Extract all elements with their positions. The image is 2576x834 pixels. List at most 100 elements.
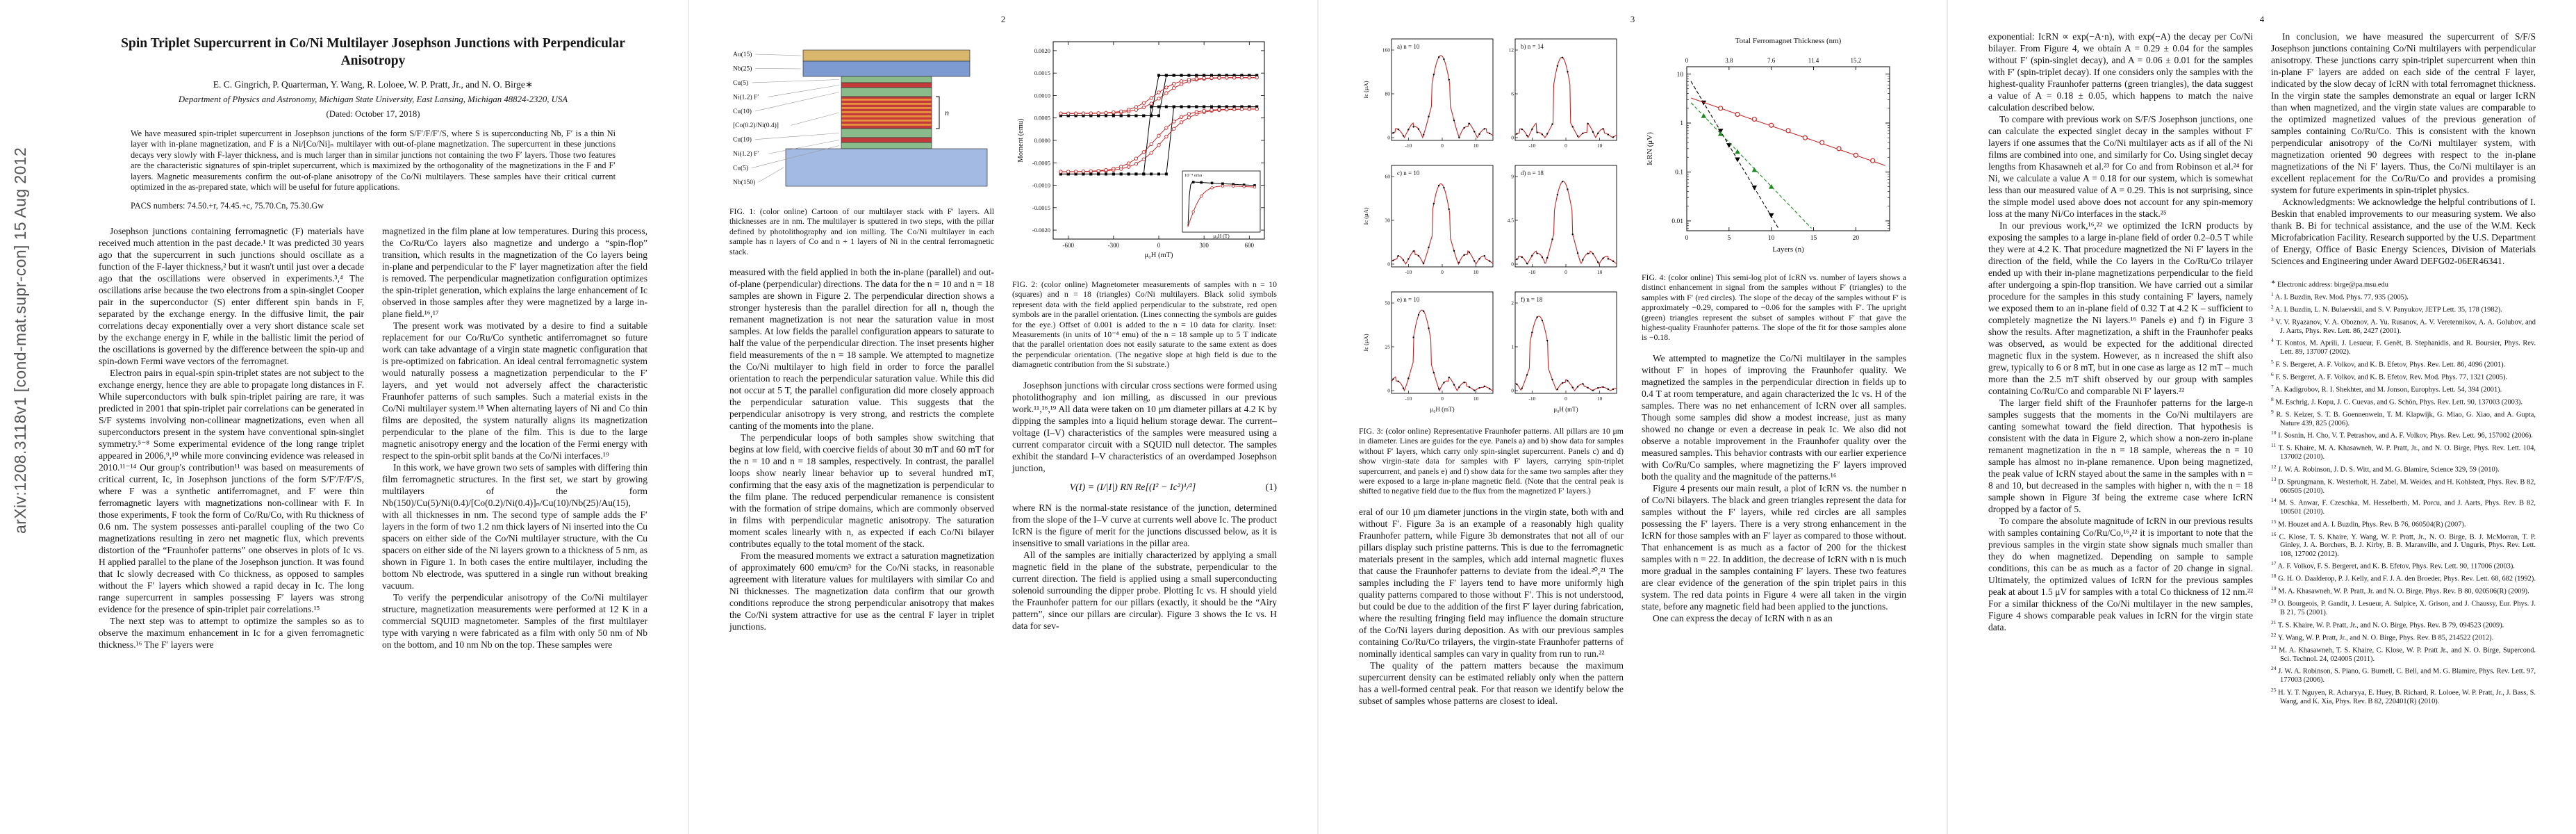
figure-3: 0 80 160 -10 0 10 a) n = 10 Ic (μA) 0 6 12 -10 0 10 b)… — [1359, 33, 1624, 496]
svg-text:μ₀H (mT): μ₀H (mT) — [1430, 406, 1454, 413]
svg-text:Ic (μA): Ic (μA) — [1362, 334, 1369, 351]
page-3: 3 0 80 160 -10 0 10 a) n = 10 Ic (μA) 0 6 12 -10 0 10… — [1317, 0, 1947, 834]
paragraph: One can express the decay of IcRN with n… — [1653, 612, 1833, 623]
svg-text:Ni(1.2) F′: Ni(1.2) F′ — [733, 150, 759, 158]
reference-item: 14 M. S. Anwar, F. Czeschka, M. Hesselbe… — [2271, 497, 2536, 516]
reference-item: 9 R. S. Keizer, S. T. B. Goennenwein, T.… — [2271, 408, 2536, 427]
page-4: 4 exponential: IcRN ∝ exp(−A·n), with ex… — [1947, 0, 2576, 834]
reference-item: 23 M. A. Khasawneh, T. S. Khaire, C. Klo… — [2271, 644, 2536, 663]
reference-item: 21 T. S. Khaire, W. P. Pratt, Jr., and N… — [2271, 619, 2504, 630]
svg-text:0: 0 — [1157, 242, 1160, 249]
reference-item: 13 D. Sprungmann, K. Westerholt, H. Zabe… — [2271, 475, 2536, 495]
svg-text:d) n = 18: d) n = 18 — [1521, 170, 1544, 177]
arxiv-stamp: arXiv:1208.3118v1 [cond-mat.supr-con] 15… — [11, 147, 29, 534]
svg-text:0.0020: 0.0020 — [1034, 47, 1050, 54]
svg-text:4.5: 4.5 — [1507, 218, 1514, 224]
reference-item: 25 H. Y. T. Nguyen, R. Acharyya, E. Huey… — [2271, 686, 2536, 705]
paragraph: Josephson junctions containing ferromagn… — [99, 226, 364, 367]
page-1: Spin Triplet Supercurrent in Co/Ni Multi… — [58, 0, 688, 834]
figure-2-caption: FIG. 2: (color online) Magnetometer meas… — [1012, 279, 1277, 370]
svg-text:μ₀H (mT): μ₀H (mT) — [1553, 406, 1578, 413]
page-2: 2 Au(15) Nb(25) Cu(5) Ni(1.2) F′ Cu(10) [Co(0… — [688, 0, 1317, 834]
figure-1-graphic: Au(15) Nb(25) Cu(5) Ni(1.2) F′ Cu(10) [Co(0.2… — [733, 49, 987, 187]
reference-item: ∗ Electronic address: birge@pa.msu.edu — [2271, 279, 2388, 289]
svg-text:-0.0010: -0.0010 — [1032, 182, 1050, 189]
svg-text:0: 0 — [1511, 261, 1514, 268]
svg-text:e) n = 10: e) n = 10 — [1397, 296, 1420, 303]
reference-item: 22 Y. Wang, W. P. Pratt, Jr., and N. O. … — [2271, 631, 2494, 642]
svg-text:0.0005: 0.0005 — [1034, 115, 1050, 122]
svg-text:Ic (μA): Ic (μA) — [1362, 207, 1369, 224]
figure-4: 10 1 0.1 0.01 0 5 10 15 20 0 3.8 7.6 11.4 15.2 Total F… — [1642, 33, 1906, 343]
figure-2-graphic: -0.0020 -0.0015 -0.0010 -0.0005 0.0000 0.0005… — [1017, 41, 1264, 259]
page-1-column-2: magnetized in the film plane at low temp… — [382, 225, 647, 651]
svg-text:-10: -10 — [1528, 142, 1535, 149]
svg-text:Moment (emu): Moment (emu) — [1017, 118, 1025, 163]
reference-item: 1 A. I. Buzdin, Rev. Mod. Phys. 77, 935 … — [2271, 291, 2409, 302]
paragraph: The quality of the pattern matters becau… — [1359, 660, 1624, 706]
paragraph: In our previous work,¹⁶,²² we optimized … — [1988, 220, 2253, 396]
page-2-column-1: Au(15) Nb(25) Cu(5) Ni(1.2) F′ Cu(10) [Co(0.2… — [729, 31, 994, 632]
svg-text:10: 10 — [1676, 72, 1683, 79]
svg-text:Nb(25): Nb(25) — [733, 65, 752, 72]
svg-text:10: 10 — [1473, 269, 1478, 275]
svg-text:12: 12 — [1508, 47, 1514, 54]
paragraph: Electron pairs in equal-spin spin-triple… — [99, 368, 364, 615]
svg-text:2: 2 — [1511, 300, 1514, 306]
svg-text:-0.0005: -0.0005 — [1032, 159, 1050, 166]
svg-text:15: 15 — [1810, 235, 1817, 242]
svg-text:-300: -300 — [1107, 242, 1119, 249]
svg-text:Au(15): Au(15) — [733, 51, 752, 58]
equation-1-number: (1) — [1265, 482, 1277, 493]
svg-text:0: 0 — [1511, 388, 1514, 394]
page-1-column-1: Josephson junctions containing ferromagn… — [99, 225, 364, 651]
svg-text:0: 0 — [1441, 142, 1444, 149]
svg-text:5: 5 — [1727, 235, 1731, 242]
svg-text:f) n = 18: f) n = 18 — [1521, 296, 1543, 303]
paragraph: The perpendicular loops of both samples … — [729, 432, 994, 550]
svg-text:Nb(150): Nb(150) — [733, 179, 755, 186]
paragraph: measured with the field applied in both … — [729, 267, 994, 432]
paper-pacs: PACS numbers: 74.50.+r, 74.45.+c, 75.70.… — [131, 201, 324, 211]
page-2-column-2: -0.0020 -0.0015 -0.0010 -0.0005 0.0000 0.0005… — [1012, 31, 1277, 632]
svg-text:10: 10 — [1596, 395, 1602, 402]
reference-item: 17 A. F. Volkov, F. S. Bergeret, and K. … — [2271, 560, 2515, 571]
paper-abstract: We have measured spin-triplet supercurre… — [131, 129, 616, 193]
svg-text:a) n = 10: a) n = 10 — [1397, 43, 1420, 50]
svg-text:Cu(5): Cu(5) — [733, 79, 748, 87]
svg-text:300: 300 — [1199, 242, 1209, 249]
reference-item: 11 T. S. Khaire, M. A. Khasawneh, W. P. … — [2271, 442, 2536, 461]
svg-text:0: 0 — [1441, 269, 1444, 275]
reference-item: 8 M. Eschrig, J. Kopu, J. C. Cuevas, and… — [2271, 395, 2523, 407]
paragraph: To compare with previous work on S/F/S J… — [1988, 114, 2253, 219]
svg-text:80: 80 — [1385, 91, 1390, 97]
svg-text:0.01: 0.01 — [1671, 218, 1683, 225]
svg-text:7.6: 7.6 — [1767, 57, 1776, 64]
svg-text:0: 0 — [1511, 135, 1514, 141]
paragraph: exponential: IcRN ∝ exp(−A·n), with exp(… — [1988, 31, 2253, 113]
references: ∗ Electronic address: birge@pa.msu.edu 1 … — [2271, 278, 2536, 706]
svg-text:-10: -10 — [1405, 395, 1412, 402]
page-number: 3 — [1630, 14, 1635, 24]
reference-item: 2 A. I. Buzdin, L. N. Bulaevskii, and S.… — [2271, 303, 2502, 314]
reference-item: 15 M. Houzet and A. I. Buzdin, Phys. Rev… — [2271, 518, 2466, 528]
paragraph: eral of our 10 μm diameter junctions in … — [1359, 506, 1624, 659]
equation-1: V(I) = (I/|I|) RN Re[(I² − Ic²)¹/²] (1) — [1012, 482, 1277, 493]
svg-text:6: 6 — [1511, 91, 1514, 97]
page-4-column-1: exponential: IcRN ∝ exp(−A·n), with exp(… — [1988, 31, 2253, 707]
svg-text:n: n — [945, 108, 949, 117]
paragraph: The next step was to attempt to optimize… — [99, 616, 364, 651]
reference-item: 4 T. Kontos, M. Aprili, J. Lesueur, F. G… — [2271, 337, 2536, 357]
reference-item: 5 F. S. Bergeret, A. F. Volkov, and K. B… — [2271, 358, 2506, 369]
acknowledgments-paragraph: Acknowledgments: We acknowledge the help… — [2271, 197, 2536, 266]
paragraph: Figure 4 presents our main result, a plo… — [1642, 482, 1906, 612]
svg-text:Cu(10): Cu(10) — [733, 136, 752, 144]
reference-item: 12 J. W. A. Robinson, J. D. S. Witt, and… — [2271, 463, 2500, 474]
svg-text:0.1: 0.1 — [1675, 170, 1683, 177]
svg-text:10: 10 — [1473, 395, 1478, 402]
svg-text:30: 30 — [1385, 218, 1390, 224]
svg-text:Ni(1.2) F′: Ni(1.2) F′ — [733, 93, 759, 101]
svg-text:0: 0 — [1387, 261, 1390, 268]
figure-2: -0.0020 -0.0015 -0.0010 -0.0005 0.0000 0.0005… — [1012, 33, 1277, 370]
